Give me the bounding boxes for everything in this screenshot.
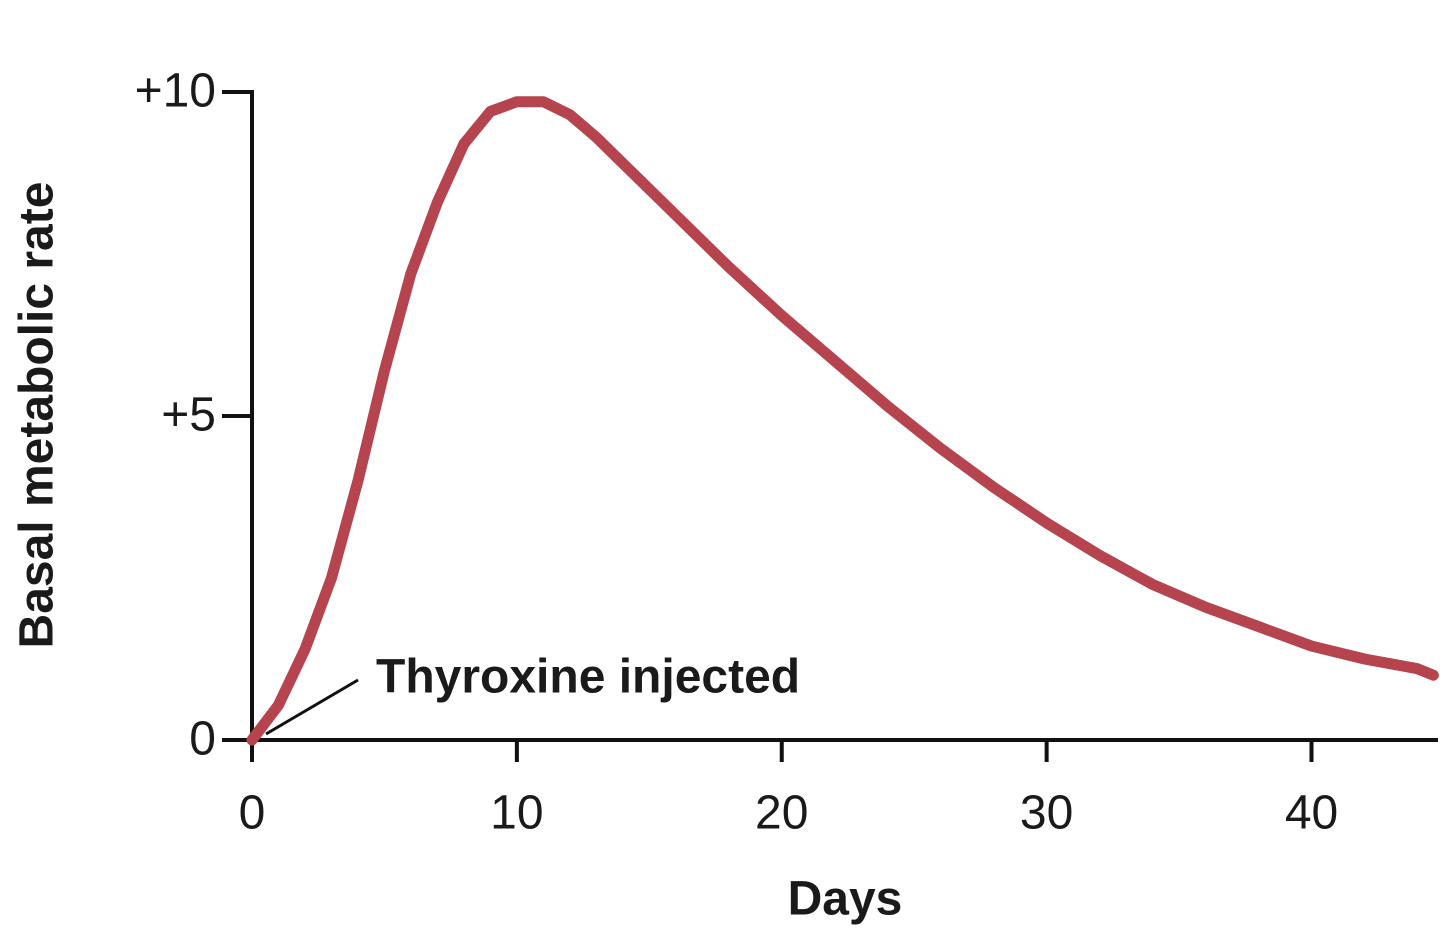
x-tick-label: 10 (490, 787, 543, 840)
y-axis-label: Basal metabolic rate (11, 182, 64, 649)
y-tick-label: +10 (135, 65, 216, 118)
y-tick-label: 0 (189, 713, 216, 766)
x-tick-label: 30 (1020, 787, 1073, 840)
x-tick-label: 40 (1285, 787, 1338, 840)
annotation-leader (265, 678, 359, 736)
annotation: Thyroxine injected (376, 651, 800, 704)
x-tick-label: 0 (239, 787, 266, 840)
x-axis-label: Days (788, 873, 903, 926)
x-tick-label: 20 (755, 787, 808, 840)
data-line (246, 96, 1439, 746)
y-tick-label: +5 (161, 389, 216, 442)
